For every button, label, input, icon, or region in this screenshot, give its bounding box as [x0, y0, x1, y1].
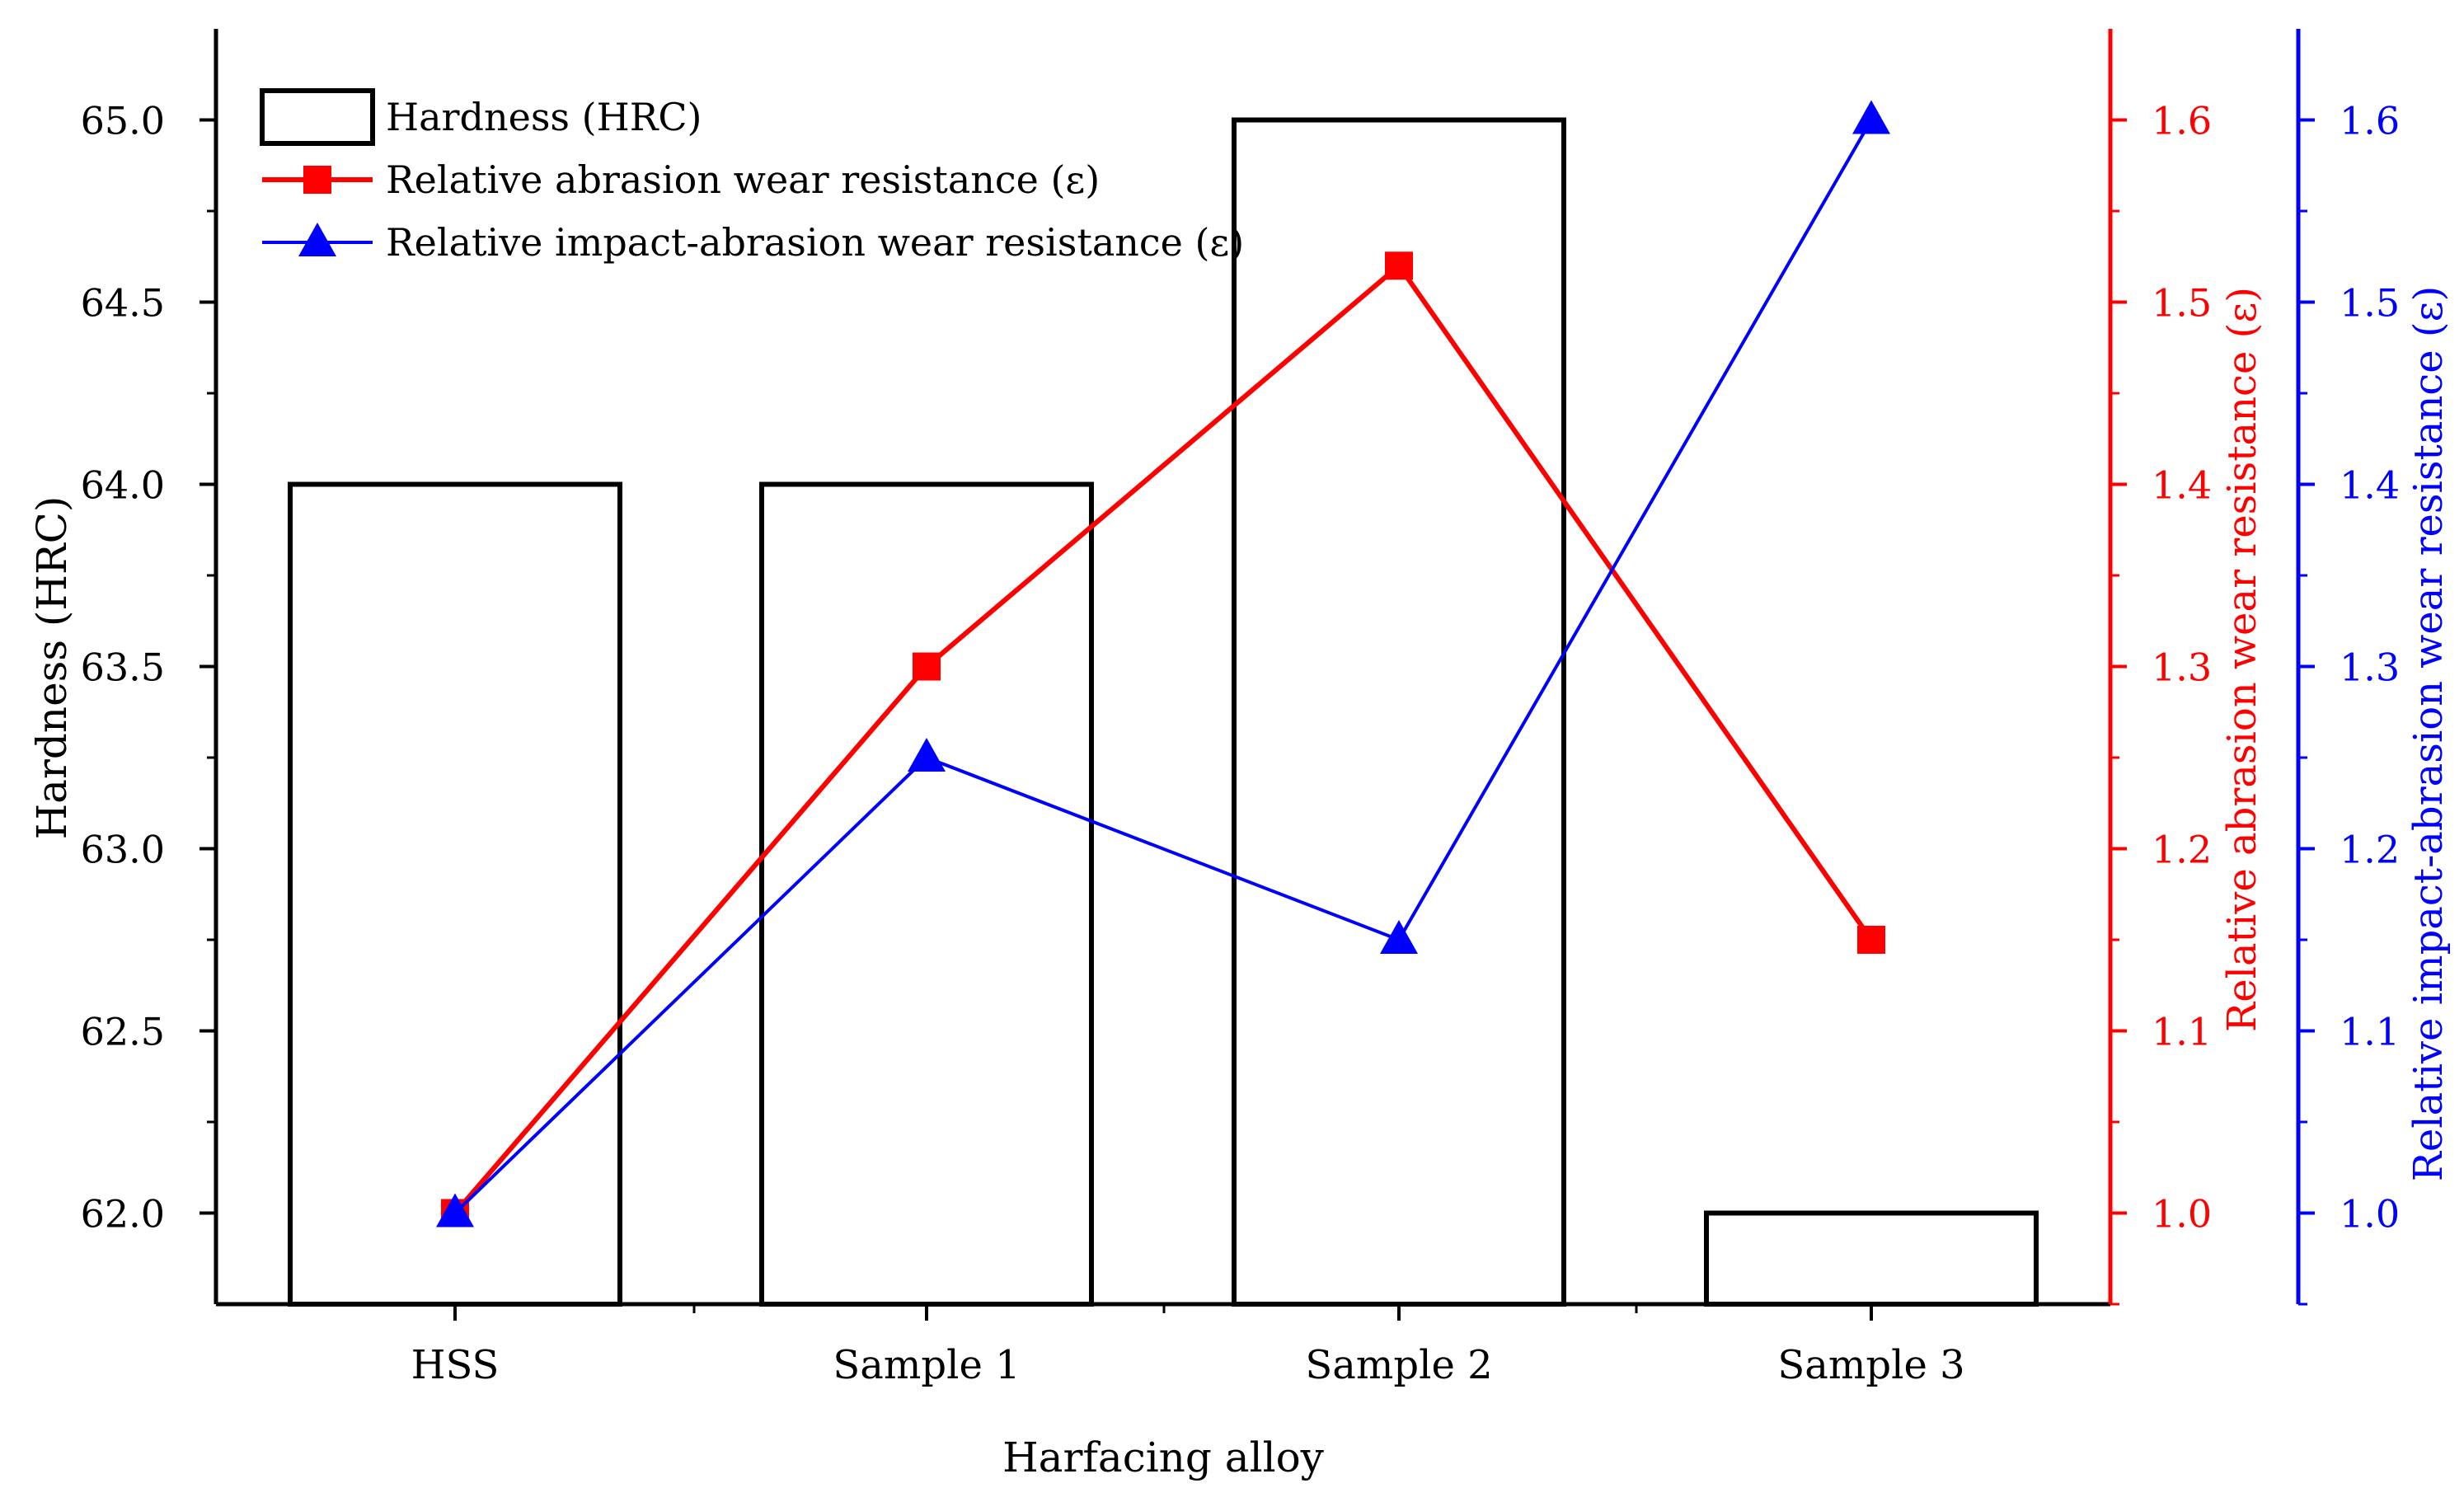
- bar-layer: [288, 117, 2039, 1307]
- legend-entry-label: Hardness (HRC): [386, 95, 702, 139]
- legend-entry-label: Relative impact-abrasion wear resistance…: [386, 220, 1244, 265]
- y-right_red-tick-label: 1.0: [2152, 1192, 2212, 1237]
- y-right_blue-tick-label: 1.0: [2340, 1192, 2400, 1237]
- y-right_red-tick-label: 1.4: [2152, 463, 2212, 508]
- legend-swatch-abrasion-marker: [303, 166, 331, 194]
- y-axis-label-right-blue: Relative impact-abrasion wear resistance…: [2405, 286, 2452, 1181]
- y-left-tick-label: 62.0: [81, 1192, 165, 1237]
- x-tick-label: HSS: [411, 1342, 500, 1388]
- x-tick-label: Sample 2: [1305, 1342, 1492, 1388]
- y-left-tick-label: 63.0: [81, 828, 165, 872]
- y-left-tick-label: 63.5: [81, 645, 165, 690]
- legend-entry-label: Relative abrasion wear resistance (ε): [386, 157, 1100, 202]
- series-lines-layer: [436, 100, 1890, 1227]
- x-tick-label: Sample 1: [833, 1342, 1020, 1388]
- axes-layer: 62.0 62.5 63.0 63.5 64.0 64.5 65.0 1.0 1.1 1.2 1.3…: [81, 29, 2400, 1388]
- legend-swatch-impact-marker: [298, 223, 336, 256]
- legend-swatch-hardness: [260, 88, 375, 146]
- y-right_blue-tick-label: 1.1: [2340, 1010, 2400, 1054]
- impact-abrasion-point-sample-1: [908, 738, 946, 772]
- y-axis-label-left: Hardness (HRC): [28, 496, 76, 840]
- bar-sample-3: [1704, 1210, 2039, 1307]
- y-right_red-tick-label: 1.3: [2152, 645, 2212, 690]
- y-right_blue-tick-label: 1.6: [2340, 99, 2400, 143]
- y-right_blue-tick-label: 1.3: [2340, 645, 2400, 690]
- abrasion-point-sample-1: [913, 652, 941, 681]
- bar-sample-1: [759, 481, 1094, 1307]
- x-axis-label: Harfacing alloy: [1002, 1434, 1325, 1481]
- impact-abrasion-point-sample-3: [1852, 100, 1890, 134]
- y-left-tick-label: 62.5: [81, 1010, 165, 1054]
- abrasion-point-sample-2: [1385, 251, 1413, 280]
- legend: Hardness (HRC) Relative abrasion wear res…: [260, 88, 1244, 265]
- impact-abrasion-series-line: [453, 119, 1873, 1214]
- abrasion-point-sample-3: [1857, 926, 1885, 954]
- y-right_red-tick-label: 1.2: [2152, 828, 2212, 872]
- y-right_red-tick-label: 1.6: [2152, 99, 2212, 143]
- y-left-tick-label: 64.0: [81, 463, 165, 508]
- y-right_blue-tick-label: 1.2: [2340, 828, 2400, 872]
- y-right_blue-tick-label: 1.4: [2340, 463, 2400, 508]
- y-right_red-tick-label: 1.1: [2152, 1010, 2212, 1054]
- x-tick-label: Sample 3: [1777, 1342, 1964, 1388]
- abrasion-series-line: [453, 261, 1874, 1215]
- bar-sample-2: [1232, 117, 1566, 1307]
- y-right_blue-tick-label: 1.5: [2340, 281, 2400, 326]
- y-left-tick-label: 64.5: [81, 281, 165, 326]
- impact-abrasion-point-sample-2: [1380, 920, 1418, 954]
- y-axis-label-right-red: Relative abrasion wear resistance (ε): [2219, 287, 2265, 1032]
- bar-hss: [288, 481, 622, 1307]
- y-left-tick-label: 65.0: [81, 99, 165, 143]
- impact-abrasion-point-hss: [436, 1193, 474, 1227]
- y-right_red-tick-label: 1.5: [2152, 281, 2212, 326]
